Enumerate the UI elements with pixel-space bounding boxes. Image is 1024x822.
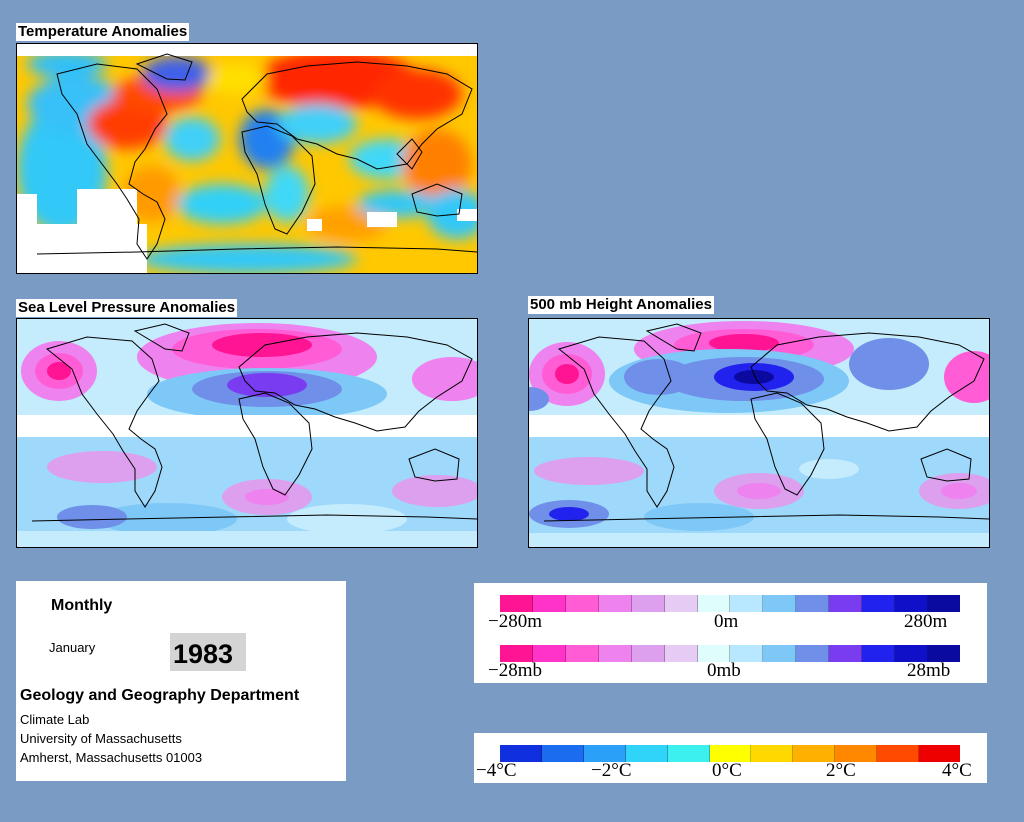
pressure-min-label: −28mb <box>488 660 542 681</box>
height-color-bar <box>500 595 960 612</box>
temperature-color-bar <box>500 745 960 762</box>
temp-label-0: 0°C <box>712 760 742 781</box>
height-pressure-legend: −280m 0m 280m −28mb 0mb 28mb <box>474 583 987 683</box>
pressure-swatch-8 <box>763 645 797 662</box>
height-map-title: 500 mb Height Anomalies <box>528 296 714 314</box>
height-swatch-11 <box>862 595 896 612</box>
info-panel: Monthly January 1983 Geology and Geograp… <box>16 581 346 781</box>
height-swatch-2 <box>565 595 599 612</box>
pressure-swatch-10 <box>829 645 863 662</box>
height-swatch-9 <box>796 595 830 612</box>
temp-label-4: 4°C <box>942 760 972 781</box>
pressure-swatch-11 <box>862 645 896 662</box>
temperature-swatch-4 <box>667 745 710 762</box>
pressure-swatch-5 <box>664 645 698 662</box>
temperature-swatch-2 <box>583 745 626 762</box>
pressure-swatch-9 <box>796 645 830 662</box>
pressure-color-bar <box>500 645 960 662</box>
height-swatch-13 <box>927 595 960 612</box>
year-label: 1983 <box>173 639 234 669</box>
temperature-swatch-9 <box>877 745 920 762</box>
height-min-label: −280m <box>488 611 542 632</box>
height-swatch-7 <box>730 595 764 612</box>
pressure-max-label: 28mb <box>907 660 951 681</box>
pressure-swatch-7 <box>730 645 764 662</box>
temperature-swatch-10 <box>919 745 960 762</box>
temp-label-minus2: −2°C <box>591 760 632 781</box>
height-swatch-10 <box>829 595 863 612</box>
height-swatch-3 <box>598 595 632 612</box>
height-swatch-6 <box>697 595 731 612</box>
pressure-map-title: Sea Level Pressure Anomalies <box>16 299 238 317</box>
height-swatch-5 <box>664 595 698 612</box>
university-name: University of Massachusetts <box>20 731 182 746</box>
temperature-swatch-1 <box>541 745 584 762</box>
pressure-swatch-4 <box>631 645 665 662</box>
height-swatch-8 <box>763 595 797 612</box>
department-name: Geology and Geography Department <box>20 687 300 704</box>
month-label: January <box>49 640 96 655</box>
height-mid-label: 0m <box>714 611 739 632</box>
temperature-swatch-7 <box>793 745 836 762</box>
pressure-swatch-0 <box>500 645 533 662</box>
temperature-swatch-3 <box>625 745 668 762</box>
pressure-swatch-3 <box>598 645 632 662</box>
year-badge: 1983 <box>170 633 246 671</box>
pressure-swatch-12 <box>895 645 928 662</box>
address-line: Amherst, Massachusetts 01003 <box>20 750 203 765</box>
temperature-swatch-8 <box>835 745 878 762</box>
pressure-swatch-1 <box>532 645 566 662</box>
temperature-legend: −4°C −2°C 0°C 2°C 4°C <box>474 733 987 783</box>
temperature-swatch-6 <box>751 745 794 762</box>
pressure-swatch-2 <box>565 645 599 662</box>
height-swatch-1 <box>532 595 566 612</box>
temp-label-minus4: −4°C <box>476 760 517 781</box>
pressure-anomaly-map <box>16 318 478 548</box>
height-anomaly-map <box>528 318 990 548</box>
height-swatch-0 <box>500 595 533 612</box>
pressure-swatch-6 <box>697 645 731 662</box>
pressure-mid-label: 0mb <box>707 660 741 681</box>
height-swatch-12 <box>895 595 928 612</box>
temperature-anomaly-map <box>16 43 478 274</box>
height-max-label: 280m <box>904 611 948 632</box>
lab-name: Climate Lab <box>20 712 90 727</box>
temp-label-2: 2°C <box>826 760 856 781</box>
temperature-swatch-0 <box>500 745 542 762</box>
temperature-swatch-5 <box>709 745 752 762</box>
height-swatch-4 <box>631 595 665 612</box>
pressure-swatch-13 <box>927 645 960 662</box>
temperature-map-title: Temperature Anomalies <box>16 23 190 41</box>
period-label: Monthly <box>51 597 113 614</box>
